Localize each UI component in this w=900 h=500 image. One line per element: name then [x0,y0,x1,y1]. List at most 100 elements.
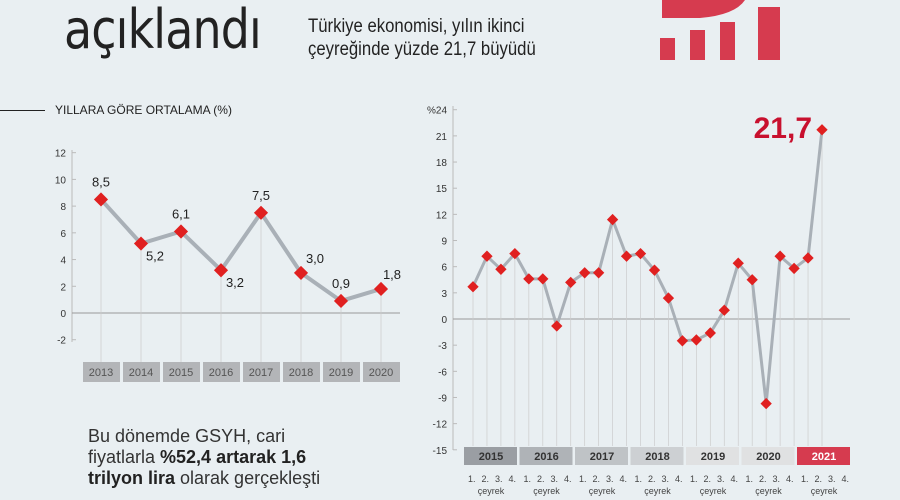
y-tick-label: 2 [60,282,66,293]
year-label: 2019 [701,451,725,463]
data-label: 7,5 [252,188,270,203]
note-text-2: fiyatlarla [88,447,161,467]
quarter-label: 3. [773,474,781,484]
y-tick-label: 0 [60,309,66,320]
y-tick-label: 12 [55,149,67,160]
quarter-label: 1. [468,474,476,484]
data-point [732,257,744,269]
quarter-label: 2. [648,474,656,484]
year-box [686,447,739,465]
year-label: 2018 [645,451,669,463]
subtitle-line-2: çeyreğinde yüzde 21,7 büyüdü [308,39,536,60]
data-label: 6,1 [172,207,190,222]
year-label: 2015 [169,367,193,379]
data-point [133,236,149,251]
growth-logo-icon [660,0,780,60]
data-label: 0,9 [332,276,350,291]
note-bold-2: trilyon lira [88,468,176,488]
y-tick-label: 4 [60,256,66,267]
year-label: 2020 [369,367,393,379]
quarter-caption: çeyrek [700,486,727,496]
y-tick-label: 8 [60,202,66,213]
data-point [634,247,647,260]
year-label: 2018 [289,367,313,379]
data-label: 1,8 [383,267,401,282]
data-point [537,273,549,285]
quarter-label: 4. [842,474,850,484]
data-point [788,262,800,275]
data-point [648,264,661,276]
quarter-label: 2. [815,474,823,484]
data-label: 8,5 [92,174,110,189]
data-point [481,250,493,262]
y-tick-label: 3 [441,289,447,300]
y-tick-label: 9 [441,237,447,248]
year-label: 2017 [590,451,614,463]
year-label: 2015 [479,451,503,463]
quarter-label: 2. [704,474,712,484]
quarter-label: 2. [759,474,767,484]
data-point [774,250,786,262]
quarter-label: 1. [635,474,643,484]
annual-average-chart: -2 0 2 4 6 8 10 12 8,5 2013 5,2 2014 6,1 2015 3,2 2016 7… [55,149,401,382]
y-tick-label: 18 [436,158,448,169]
data-point [495,263,507,275]
data-point [509,247,521,260]
data-point [620,250,633,262]
quarter-caption: çeyrek [755,486,782,496]
quarterly-growth-chart: -15 -12 -9 -6 -3 0 3 6 9 12 15 18 21 %24 21,7 2015 1. 2. 3… [427,106,850,496]
year-label: 2014 [129,367,153,379]
data-point [333,293,349,309]
quarter-caption: çeyrek [644,486,671,496]
data-point [606,213,619,226]
y-tick-label: 6 [60,229,66,240]
data-point [704,327,716,339]
year-box [575,447,628,465]
quarter-label: 2. [482,474,490,484]
quarter-label: 3. [606,474,614,484]
y-tick-label: 10 [55,175,67,186]
quarter-label: 1. [690,474,698,484]
y-tick-label: -9 [438,393,447,404]
year-box [203,362,240,382]
quarter-label: 4. [786,474,794,484]
year-box [363,362,400,382]
year-box [123,362,160,382]
quarter-label: 4. [731,474,739,484]
data-point [718,304,730,316]
y-tick-label: 0 [441,315,447,326]
year-box [797,447,850,465]
data-label: 3,2 [226,275,244,290]
quarter-label: 4. [675,474,683,484]
year-label: 2019 [329,367,353,379]
year-box [741,447,795,465]
data-point [760,397,772,410]
year-box [283,362,320,382]
year-box [243,362,280,382]
data-point [523,273,535,285]
data-point [746,274,758,286]
quarter-label: 1. [524,474,532,484]
year-label: 2021 [812,451,836,463]
year-box [630,447,684,465]
data-point [551,320,563,332]
data-point [676,335,689,347]
left-chart-title-text: YILLARA GÖRE ORTALAMA (%) [55,103,232,117]
quarter-label: 3. [495,474,503,484]
data-point [467,281,479,293]
data-point [173,224,189,239]
year-box [519,447,573,465]
year-label: 2020 [756,451,780,463]
data-point [662,292,675,304]
quarter-label: 3. [551,474,559,484]
left-chart-title: YILLARA GÖRE ORTALAMA (%) [0,103,232,117]
quarter-label: 2. [537,474,545,484]
note-text-1: Bu dönemde GSYH, cari [88,426,286,446]
gdp-note: Bu dönemde GSYH, cari fiyatlarla %52,4 a… [88,426,320,489]
y-tick-label: %24 [427,106,447,117]
quarter-label: 1. [579,474,587,484]
year-label: 2017 [249,367,273,379]
note-text-3: olarak gerçekleşti [175,468,321,488]
quarter-label: 3. [828,474,836,484]
